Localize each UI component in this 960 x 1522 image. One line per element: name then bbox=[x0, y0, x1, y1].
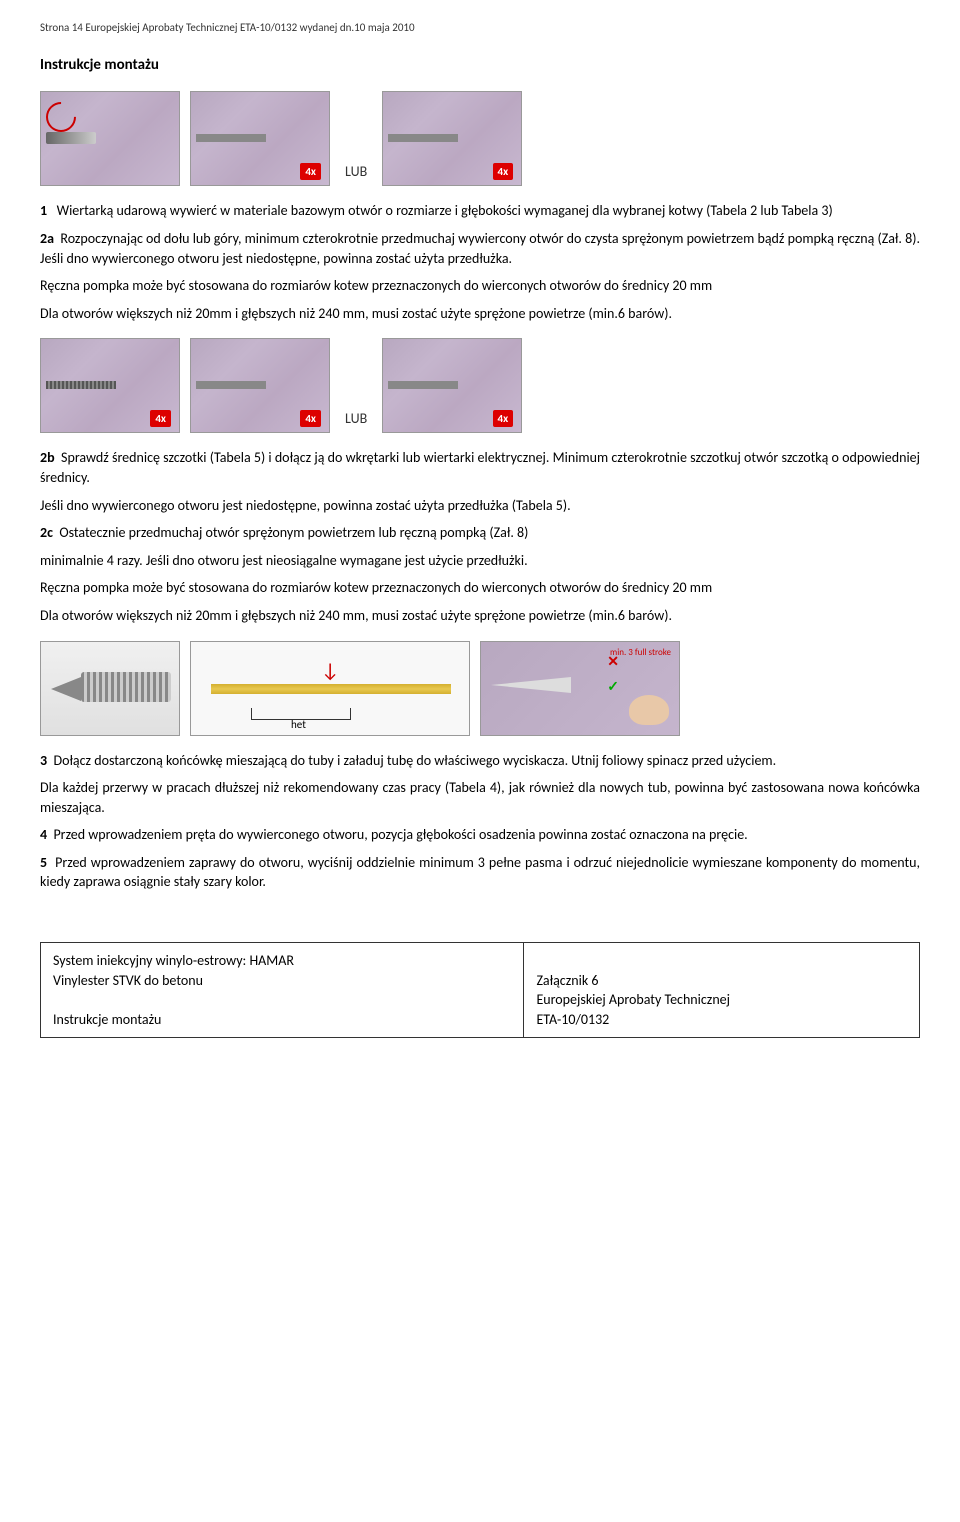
footer-line2: Vinylester STVK do betonu bbox=[53, 971, 511, 991]
step2b-block: 2b Sprawdź średnicę szczotki (Tabela 5) … bbox=[40, 448, 920, 625]
step3-note: Dla każdej przerwy w pracach dłuższej ni… bbox=[40, 778, 920, 817]
lub-label-2: LUB bbox=[345, 409, 367, 434]
badge-4x-4: 4x bbox=[300, 410, 321, 427]
arrow-icon: ↓ bbox=[321, 657, 339, 685]
note4: minimalnie 4 razy. Jeśli dno otworu jest… bbox=[40, 551, 920, 571]
nozzle-image: min. 3 full stroke ✕ ✓ bbox=[480, 641, 680, 736]
image-row-1: 4x LUB 4x bbox=[40, 91, 920, 186]
note5: Ręczna pompka może być stosowana do rozm… bbox=[40, 578, 920, 598]
step1-block: 1 Wiertarką udarową wywierć w materiale … bbox=[40, 201, 920, 323]
footer-right1: Załącznik 6 bbox=[536, 971, 907, 991]
main-title: Instrukcje montażu bbox=[40, 55, 920, 76]
note2: Dla otworów większych niż 20mm i głębszy… bbox=[40, 304, 920, 324]
badge-4x-3: 4x bbox=[150, 410, 171, 427]
footer-right-cell: Załącznik 6 Europejskiej Aprobaty Techni… bbox=[524, 943, 920, 1038]
het-label: het bbox=[291, 717, 306, 732]
step3-label: 3 bbox=[40, 752, 47, 769]
lub-label-1: LUB bbox=[345, 162, 367, 187]
step1-label: 1 bbox=[40, 202, 47, 219]
image-row-3: ↓ het min. 3 full stroke ✕ ✓ bbox=[40, 641, 920, 736]
step4-content: Przed wprowadzeniem pręta do wywierconeg… bbox=[53, 826, 747, 843]
note6: Dla otworów większych niż 20mm i głębszy… bbox=[40, 606, 920, 626]
step2c-content: Ostatecznie przedmuchaj otwór sprężonym … bbox=[59, 524, 528, 541]
badge-4x: 4x bbox=[300, 163, 321, 180]
brush-image-1: 4x bbox=[40, 338, 180, 433]
footer-left-cell: System iniekcyjny winylo-estrowy: HAMAR … bbox=[41, 943, 524, 1038]
note3: Jeśli dno wywierconego otworu jest niedo… bbox=[40, 496, 920, 516]
x-mark-icon: ✕ bbox=[607, 652, 619, 672]
step3-block: 3 Dołącz dostarczoną końcówkę mieszającą… bbox=[40, 751, 920, 893]
step1-text: 1 Wiertarką udarową wywierć w materiale … bbox=[40, 201, 920, 221]
step2c-text: 2c Ostatecznie przedmuchaj otwór sprężon… bbox=[40, 523, 920, 543]
step2b-content: Sprawdź średnicę szczotki (Tabela 5) i d… bbox=[40, 449, 920, 486]
step2a-content: Rozpoczynając od dołu lub góry, minimum … bbox=[40, 230, 920, 267]
footer-right2: Europejskiej Aprobaty Technicznej bbox=[536, 990, 907, 1010]
badge-4x-2: 4x bbox=[493, 163, 514, 180]
step2b-text: 2b Sprawdź średnicę szczotki (Tabela 5) … bbox=[40, 448, 920, 487]
step5-text: 5 Przed wprowadzeniem zaprawy do otworu,… bbox=[40, 853, 920, 892]
brush-image-2: 4x bbox=[190, 338, 330, 433]
mixer-image bbox=[40, 641, 180, 736]
footer-line1: System iniekcyjny winylo-estrowy: HAMAR bbox=[53, 951, 511, 971]
drill-image bbox=[40, 91, 180, 186]
check-mark-icon: ✓ bbox=[607, 677, 619, 697]
step2a-label: 2a bbox=[40, 230, 54, 247]
hand-icon bbox=[629, 695, 669, 725]
step1-content: Wiertarką udarową wywierć w materiale ba… bbox=[57, 202, 833, 219]
page-header: Strona 14 Europejskiej Aprobaty Technicz… bbox=[40, 20, 920, 35]
step2c-label: 2c bbox=[40, 524, 53, 541]
step5-label: 5 bbox=[40, 854, 47, 871]
image-row-2: 4x 4x LUB 4x bbox=[40, 338, 920, 433]
step2a-text: 2a Rozpoczynając od dołu lub góry, minim… bbox=[40, 229, 920, 268]
nozzle-note-text: min. 3 full stroke bbox=[610, 647, 671, 660]
badge-4x-5: 4x bbox=[493, 410, 514, 427]
step3-content: Dołącz dostarczoną końcówkę mieszającą d… bbox=[53, 752, 776, 769]
tube-image: ↓ het bbox=[190, 641, 470, 736]
step5-content: Przed wprowadzeniem zaprawy do otworu, w… bbox=[40, 854, 920, 891]
step4-text: 4 Przed wprowadzeniem pręta do wywiercon… bbox=[40, 825, 920, 845]
blow-image-2: 4x bbox=[382, 91, 522, 186]
step2b-label: 2b bbox=[40, 449, 55, 466]
brush-image-3: 4x bbox=[382, 338, 522, 433]
step3-text: 3 Dołącz dostarczoną końcówkę mieszającą… bbox=[40, 751, 920, 771]
note1: Ręczna pompka może być stosowana do rozm… bbox=[40, 276, 920, 296]
footer-line3: Instrukcje montażu bbox=[53, 1010, 511, 1030]
step4-label: 4 bbox=[40, 826, 47, 843]
footer-right3: ETA-10/0132 bbox=[536, 1010, 907, 1030]
footer-table: System iniekcyjny winylo-estrowy: HAMAR … bbox=[40, 942, 920, 1038]
blow-image-1: 4x bbox=[190, 91, 330, 186]
